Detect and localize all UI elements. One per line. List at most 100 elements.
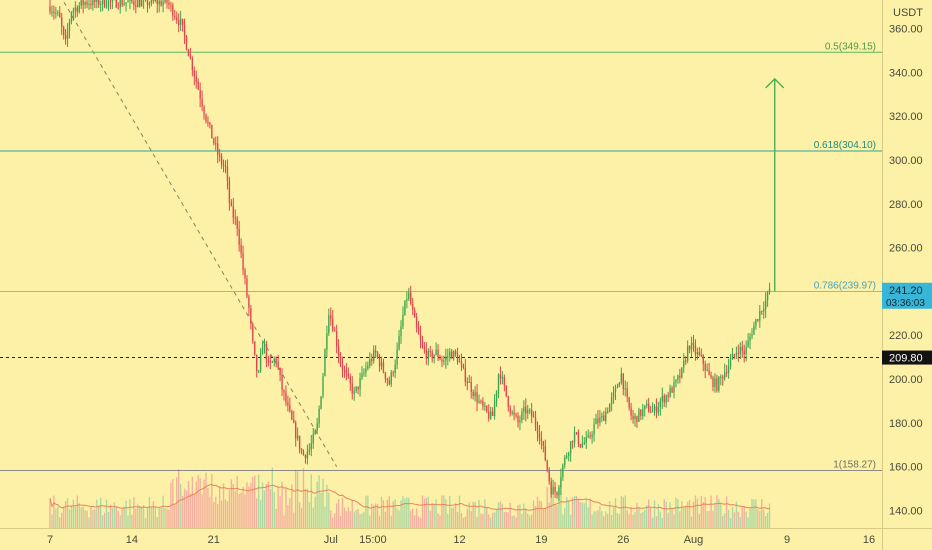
candle-body[interactable]	[49, 6, 51, 13]
candle-body[interactable]	[486, 405, 488, 412]
candle-body[interactable]	[72, 10, 75, 13]
candle-body[interactable]	[704, 363, 706, 371]
candle-body[interactable]	[324, 349, 326, 376]
candle-body[interactable]	[569, 441, 572, 454]
candle-body[interactable]	[665, 395, 667, 403]
candle-body[interactable]	[534, 417, 537, 427]
candle-body[interactable]	[441, 359, 443, 362]
candle-body[interactable]	[386, 378, 389, 381]
candle-body[interactable]	[238, 228, 240, 245]
candle-body[interactable]	[117, 7, 119, 9]
candle-body[interactable]	[380, 362, 383, 367]
candle-body[interactable]	[755, 319, 757, 326]
candle-body[interactable]	[244, 270, 246, 279]
candle-body[interactable]	[107, 0, 110, 7]
candle-body[interactable]	[671, 387, 673, 393]
candle-body[interactable]	[530, 409, 533, 417]
candle-body[interactable]	[181, 18, 184, 25]
candle-body[interactable]	[306, 451, 309, 459]
candle-body[interactable]	[195, 76, 197, 82]
candle-body[interactable]	[217, 143, 219, 155]
projection-arrow-head[interactable]	[765, 77, 785, 89]
candle-body[interactable]	[581, 443, 584, 447]
candle-body[interactable]	[718, 376, 720, 391]
candle-body[interactable]	[757, 319, 759, 321]
candle-body[interactable]	[593, 424, 595, 435]
candle-body[interactable]	[351, 383, 353, 394]
candle-body[interactable]	[218, 154, 221, 157]
candle-body[interactable]	[402, 314, 404, 327]
candle-body[interactable]	[575, 432, 578, 434]
candle-body[interactable]	[94, 0, 96, 3]
candle-body[interactable]	[696, 352, 699, 355]
candle-body[interactable]	[365, 368, 367, 373]
candle-body[interactable]	[267, 360, 270, 362]
candle-body[interactable]	[66, 31, 69, 40]
candle-body[interactable]	[359, 378, 361, 390]
candle-body[interactable]	[417, 327, 420, 335]
candle-body[interactable]	[314, 430, 316, 435]
candle-body[interactable]	[252, 323, 254, 342]
candle-body[interactable]	[150, 0, 153, 4]
candle-body[interactable]	[462, 364, 465, 368]
candle-body[interactable]	[394, 364, 396, 373]
candle-body[interactable]	[476, 392, 478, 403]
candle-body[interactable]	[429, 350, 431, 352]
candle-body[interactable]	[464, 367, 467, 382]
candle-body[interactable]	[505, 385, 507, 397]
candle-body[interactable]	[263, 343, 266, 348]
candle-body[interactable]	[741, 346, 743, 351]
candle-body[interactable]	[100, 4, 102, 6]
candle-body[interactable]	[193, 70, 195, 77]
candle-body[interactable]	[228, 180, 231, 203]
candle-body[interactable]	[373, 350, 375, 361]
candle-body[interactable]	[708, 369, 710, 376]
candle-body[interactable]	[341, 364, 344, 371]
candle-body[interactable]	[618, 382, 621, 387]
candle-body[interactable]	[669, 387, 671, 397]
candle-body[interactable]	[529, 409, 531, 411]
candle-body[interactable]	[279, 367, 281, 376]
candle-body[interactable]	[470, 381, 472, 393]
candle-body[interactable]	[224, 165, 227, 167]
candle-body[interactable]	[382, 362, 385, 373]
candle-body[interactable]	[439, 357, 441, 360]
candle-body[interactable]	[653, 406, 656, 411]
candle-body[interactable]	[427, 350, 429, 359]
candle-body[interactable]	[160, 0, 162, 6]
candle-body[interactable]	[562, 464, 564, 478]
candle-body[interactable]	[312, 434, 314, 444]
candle-body[interactable]	[234, 217, 236, 219]
candle-body[interactable]	[283, 390, 285, 393]
candle-body[interactable]	[101, 0, 104, 5]
candle-body[interactable]	[634, 415, 636, 420]
candle-body[interactable]	[291, 411, 293, 420]
candle-body[interactable]	[642, 409, 644, 417]
candle-body[interactable]	[749, 336, 751, 341]
candle-body[interactable]	[332, 318, 334, 331]
candle-body[interactable]	[679, 375, 681, 378]
candle-body[interactable]	[548, 469, 550, 482]
candle-body[interactable]	[296, 435, 299, 439]
candle-body[interactable]	[209, 122, 211, 125]
candle-body[interactable]	[540, 438, 543, 442]
candle-body[interactable]	[164, 0, 166, 3]
candle-body[interactable]	[661, 395, 663, 402]
candle-body[interactable]	[657, 407, 660, 413]
candle-body[interactable]	[404, 300, 406, 315]
candle-body[interactable]	[544, 445, 546, 461]
candle-body[interactable]	[254, 341, 256, 355]
candle-body[interactable]	[542, 441, 545, 446]
candle-body[interactable]	[80, 0, 82, 6]
candle-body[interactable]	[345, 370, 348, 374]
candle-body[interactable]	[630, 407, 632, 416]
candle-body[interactable]	[579, 444, 582, 447]
candle-body[interactable]	[558, 487, 560, 496]
candle-body[interactable]	[250, 307, 252, 324]
candle-body[interactable]	[162, 2, 164, 6]
candle-body[interactable]	[636, 415, 638, 422]
candle-body[interactable]	[310, 443, 312, 450]
candle-body[interactable]	[396, 349, 398, 365]
candle-body[interactable]	[458, 361, 461, 363]
